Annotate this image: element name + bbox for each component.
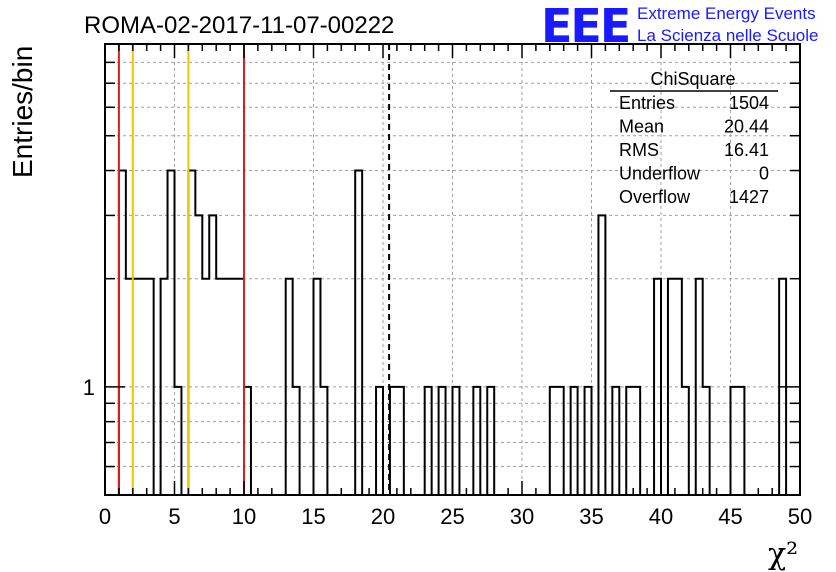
stats-value: 20.44 xyxy=(724,117,769,137)
x-tick-label: 50 xyxy=(788,504,812,529)
eee-logo: EEE Extreme Energy Events La Scienza nel… xyxy=(541,0,818,53)
x-tick-label: 40 xyxy=(649,504,673,529)
stats-title: ChiSquare xyxy=(650,69,735,89)
x-tick-labels: 0 5 10 15 20 25 30 35 40 45 50 xyxy=(99,504,812,529)
stats-label: Underflow xyxy=(619,164,701,184)
stats-label: Entries xyxy=(619,93,675,113)
reference-lines xyxy=(117,44,391,495)
logo-line-2: La Scienza nelle Scuole xyxy=(637,26,818,45)
x-tick-label: 15 xyxy=(301,504,325,529)
stats-rows: Entries 1504 Mean 20.44 RMS 16.41 Underflow 0 Ov… xyxy=(619,93,769,207)
y-tick-labels: 1 xyxy=(83,375,95,400)
logo-mark: EEE xyxy=(541,0,629,53)
stats-label: RMS xyxy=(619,140,659,160)
logo-line-1: Extreme Energy Events xyxy=(637,4,816,23)
stats-value: 16.41 xyxy=(724,140,769,160)
x-tick-label: 25 xyxy=(440,504,464,529)
x-tick-label: 5 xyxy=(168,504,180,529)
stats-value: 1504 xyxy=(729,93,769,113)
x-tick-label: 10 xyxy=(232,504,256,529)
x-axis-title: χ² xyxy=(768,537,798,572)
x-tick-label: 0 xyxy=(99,504,111,529)
x-tick-label: 35 xyxy=(579,504,603,529)
y-axis-title: Entries/bin xyxy=(7,46,38,178)
stats-value: 0 xyxy=(759,164,769,184)
stats-label: Overflow xyxy=(619,187,691,207)
stats-box: ChiSquare Entries 1504 Mean 20.44 RMS 16.41 Un… xyxy=(610,69,778,207)
x-tick-label: 30 xyxy=(510,504,534,529)
stats-value: 1427 xyxy=(729,187,769,207)
x-tick-label: 45 xyxy=(718,504,742,529)
y-tick-label: 1 xyxy=(83,375,95,400)
x-tick-label: 20 xyxy=(371,504,395,529)
stats-label: Mean xyxy=(619,117,664,137)
run-title: ROMA-02-2017-11-07-00222 xyxy=(84,12,394,39)
axis-ticks xyxy=(104,44,801,495)
